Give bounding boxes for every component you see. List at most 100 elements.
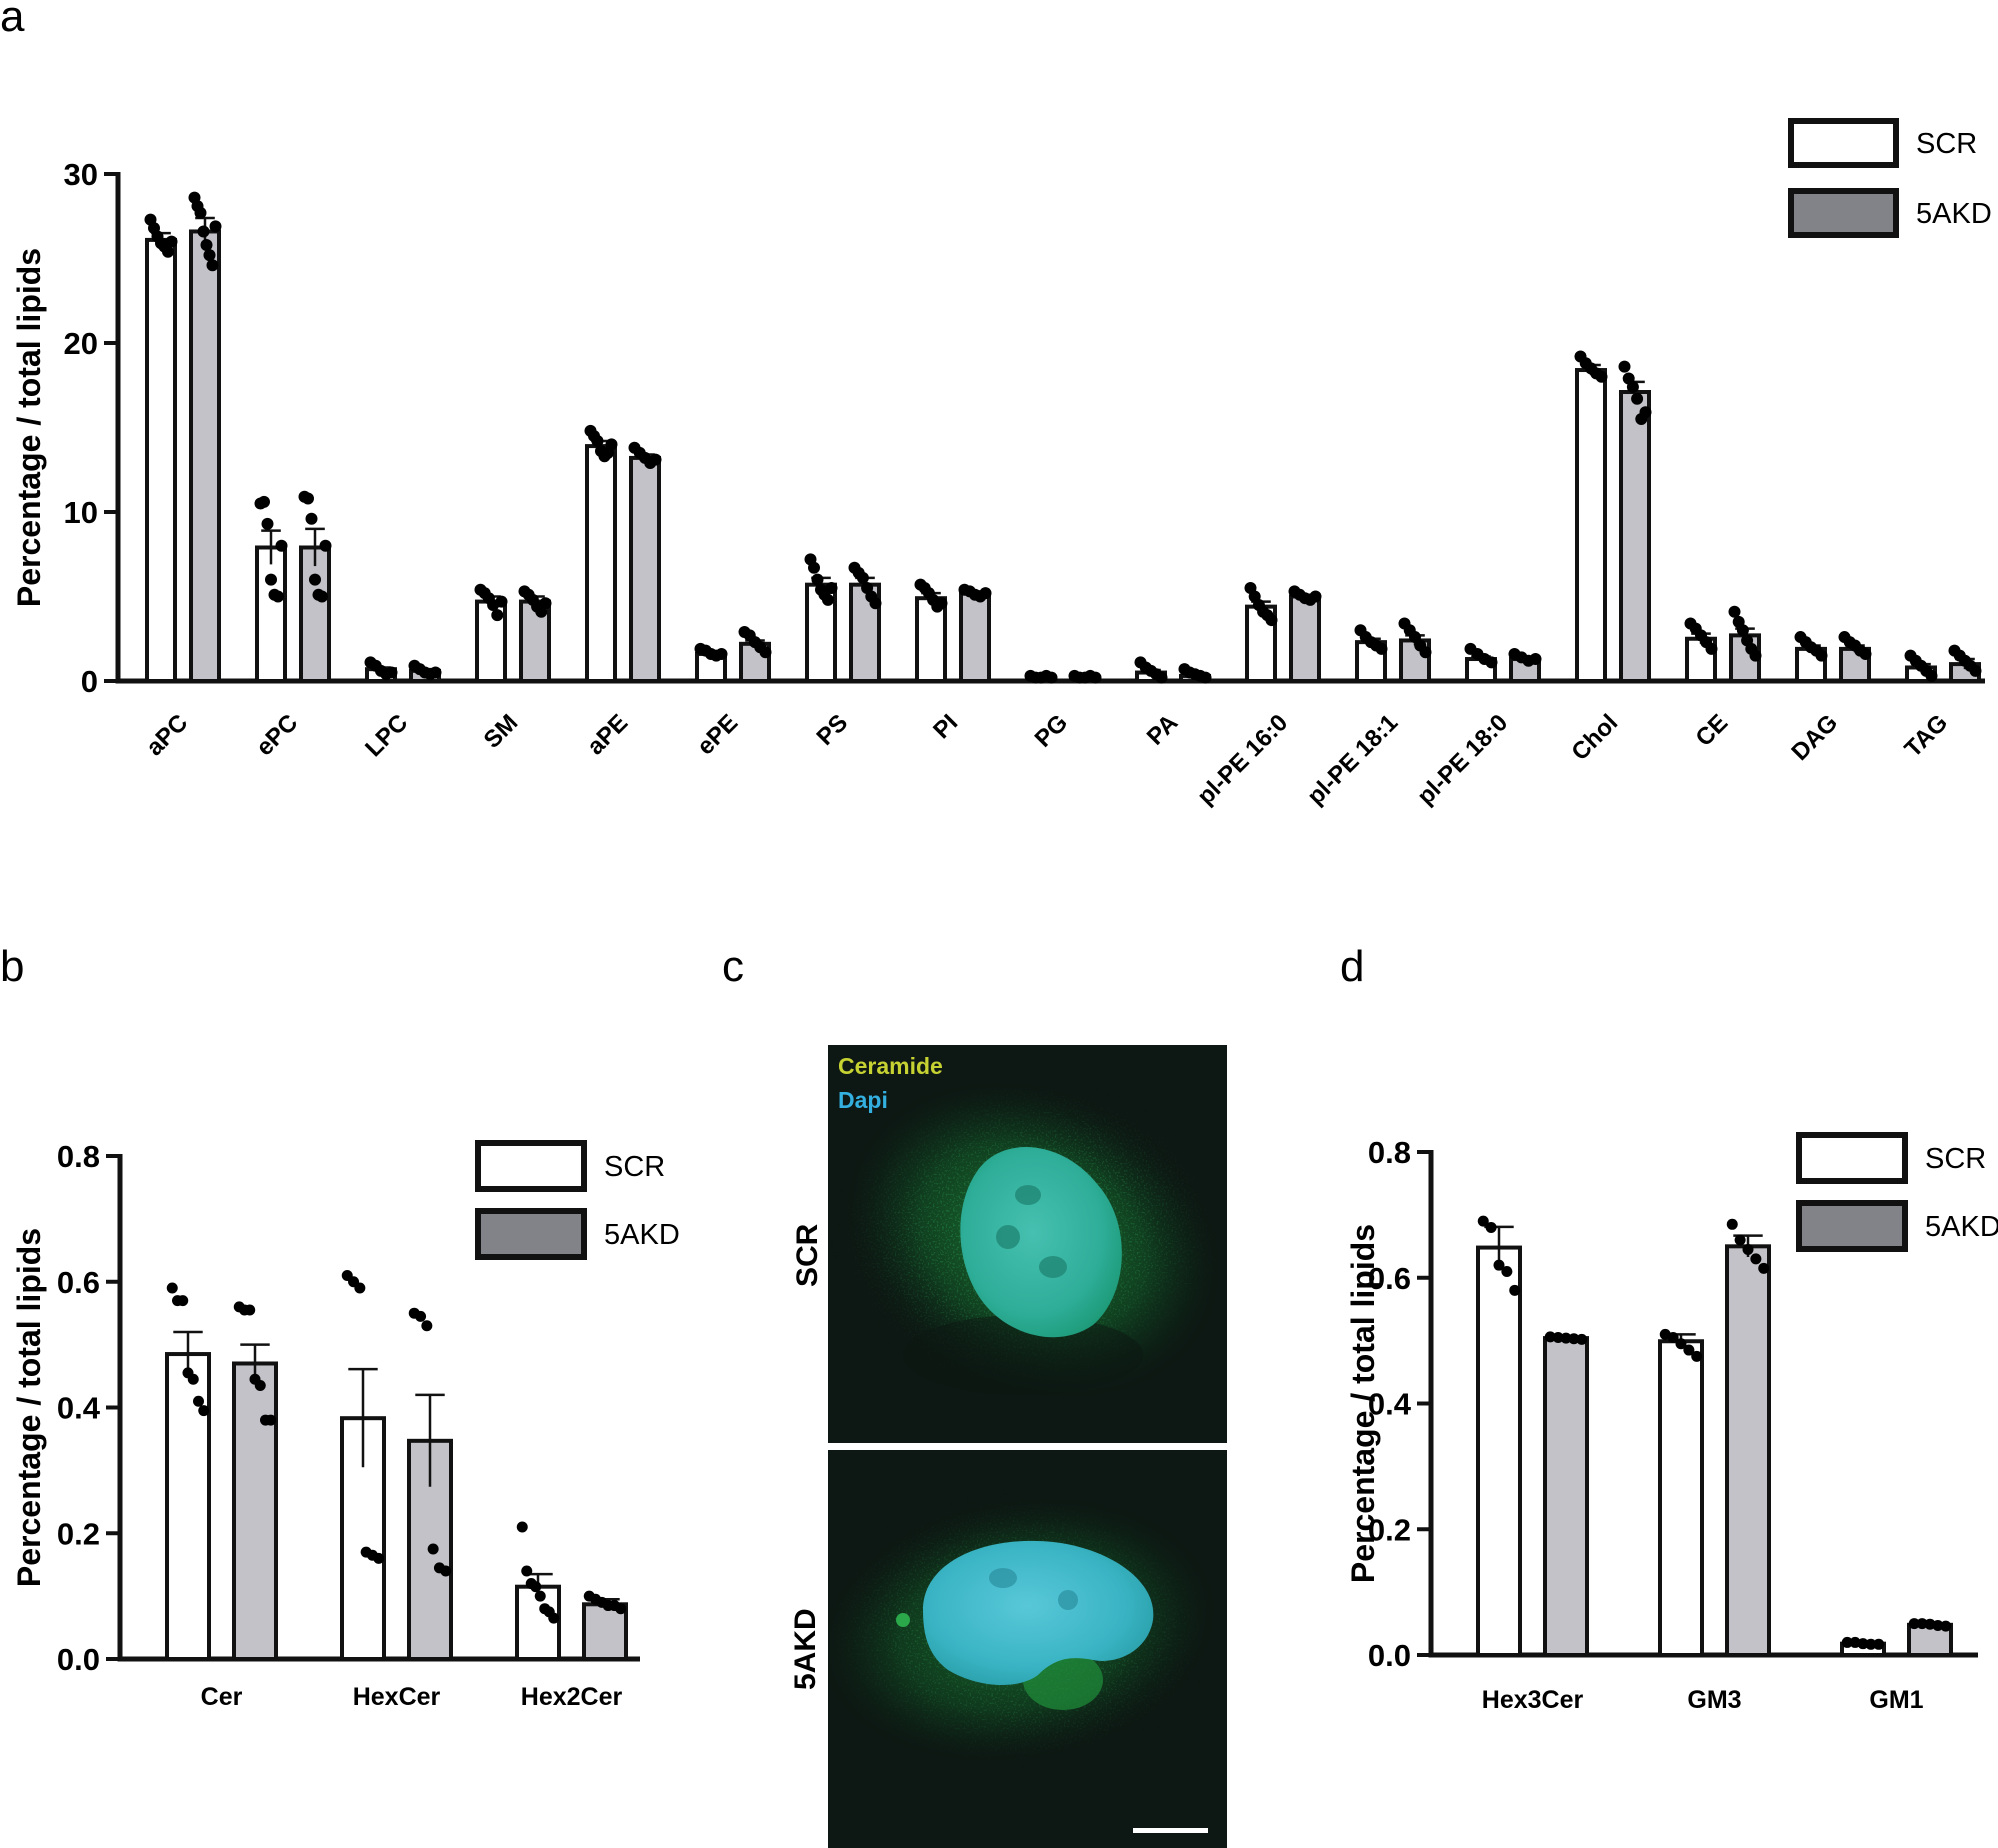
data-point: [1969, 664, 1982, 677]
data-point: [1309, 590, 1322, 603]
data-point: [209, 220, 222, 233]
data-point: [162, 245, 174, 258]
bar-5akd: [1543, 1336, 1589, 1657]
data-point: [979, 587, 992, 600]
panel-letter-c: c: [722, 942, 744, 991]
data-point: [1675, 1338, 1687, 1350]
x-tick-label: Hex3Cer: [1482, 1686, 1584, 1714]
data-point: [1815, 649, 1828, 662]
data-point: [275, 539, 288, 552]
data-point: [1155, 671, 1168, 684]
data-point: [354, 1282, 366, 1294]
x-tick-label: Hex2Cer: [521, 1683, 623, 1711]
bar-scr: [255, 545, 287, 683]
ceramide-label: Ceramide: [838, 1053, 943, 1079]
data-point: [1758, 1262, 1770, 1274]
data-point: [1908, 1618, 1920, 1630]
data-point: [808, 561, 820, 574]
legend-label-scr: SCR: [604, 1151, 665, 1183]
data-point: [495, 595, 508, 608]
data-point: [440, 1565, 452, 1577]
data-point: [1199, 671, 1212, 684]
legend-swatch-5akd: [1796, 1200, 1908, 1252]
y-tick-label: 0.0: [1368, 1638, 1411, 1673]
micrograph-5akd: [828, 1450, 1227, 1848]
data-point: [935, 597, 948, 610]
data-point: [649, 453, 662, 466]
data-point: [1683, 1344, 1695, 1356]
data-point: [530, 1581, 542, 1593]
data-point: [1736, 624, 1749, 637]
data-point: [539, 597, 552, 610]
data-point: [1639, 406, 1652, 419]
data-point: [166, 1282, 178, 1294]
data-point: [194, 206, 207, 219]
micrograph-scr: Ceramide Dapi: [828, 1045, 1227, 1443]
data-point: [1493, 1259, 1505, 1271]
legend-label-scr: SCR: [1925, 1143, 1986, 1175]
data-point: [1576, 1333, 1588, 1345]
y-axis-label: Percentage / total lipids: [11, 248, 47, 607]
data-point: [415, 1310, 427, 1322]
data-point: [1568, 1333, 1580, 1345]
data-point: [1932, 1619, 1944, 1631]
data-point: [521, 1565, 533, 1577]
data-point: [548, 1612, 560, 1624]
data-point: [1742, 1243, 1754, 1255]
bar-5akd: [519, 599, 551, 684]
data-point: [421, 1320, 433, 1332]
data-point: [1925, 669, 1938, 682]
data-point: [1859, 647, 1872, 660]
data-point: [1691, 1350, 1703, 1362]
bar-5akd: [629, 455, 661, 684]
data-point: [1529, 653, 1542, 666]
data-point: [1841, 1636, 1853, 1648]
data-point: [1749, 649, 1762, 662]
data-point: [1857, 1638, 1869, 1650]
data-point: [856, 571, 869, 584]
data-point: [305, 512, 318, 525]
bar-5akd: [1619, 390, 1651, 683]
data-point: [1089, 671, 1102, 684]
data-point: [177, 1295, 189, 1307]
data-point: [429, 666, 442, 679]
data-point: [272, 590, 284, 603]
y-tick-label: 0.6: [57, 1265, 100, 1300]
legend-swatch-scr: [475, 1140, 587, 1192]
legend-swatch-5akd: [1788, 188, 1899, 238]
y-tick-label: 0.6: [1368, 1261, 1411, 1296]
data-point: [265, 1414, 277, 1426]
data-point: [1501, 1265, 1513, 1277]
data-point: [244, 1304, 256, 1316]
data-point: [1552, 1331, 1564, 1343]
data-point: [1631, 392, 1644, 405]
data-point: [254, 1379, 266, 1391]
y-tick-label: 0.4: [57, 1391, 101, 1426]
data-point: [1485, 1221, 1497, 1233]
bar-5akd: [1907, 1622, 1953, 1657]
data-point: [197, 225, 210, 238]
data-point: [1667, 1331, 1679, 1343]
data-point: [206, 259, 219, 272]
bar-scr: [145, 237, 177, 683]
legend-swatch-5akd: [475, 1208, 587, 1260]
data-point: [1705, 642, 1718, 655]
data-point: [869, 597, 882, 610]
data-point: [427, 1543, 439, 1555]
data-point: [605, 438, 618, 451]
x-tick-label: HexCer: [353, 1683, 441, 1711]
data-point: [1726, 1218, 1738, 1230]
legend-swatch-scr: [1796, 1132, 1908, 1184]
data-point: [1940, 1620, 1952, 1632]
data-point: [187, 1373, 199, 1385]
legend-label-5akd: 5AKD: [1916, 198, 1992, 230]
data-point: [1544, 1331, 1556, 1343]
panel-letter-d: d: [1340, 942, 1365, 991]
bar-scr: [1658, 1339, 1704, 1658]
data-point: [258, 495, 270, 508]
data-point: [1626, 380, 1639, 393]
y-tick-label: 10: [64, 495, 98, 530]
panel-letter-b: b: [0, 942, 25, 991]
micrograph-panel: Ceramide Dapi: [789, 1045, 1227, 1848]
data-point: [615, 1603, 627, 1615]
